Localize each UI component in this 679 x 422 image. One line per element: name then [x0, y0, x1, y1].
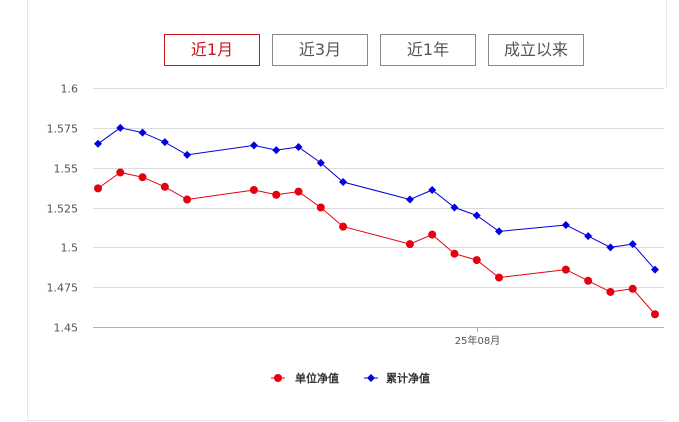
data-point[interactable] [316, 158, 325, 167]
chart-series [94, 123, 659, 319]
series-line [97, 171, 656, 315]
chart-panel [27, 0, 667, 421]
data-point[interactable] [428, 185, 437, 194]
data-point[interactable] [472, 256, 481, 265]
data-point[interactable] [495, 227, 504, 236]
data-point[interactable] [294, 187, 303, 196]
tab-1-year[interactable]: 近1年 [380, 34, 476, 66]
data-point[interactable] [405, 240, 414, 249]
data-point[interactable] [183, 150, 192, 159]
y-tick-label: 1.6 [61, 83, 79, 96]
legend-swatch-marker [274, 374, 282, 382]
data-point[interactable] [138, 173, 147, 182]
data-point[interactable] [428, 230, 437, 239]
data-point[interactable] [628, 240, 637, 249]
data-point[interactable] [450, 249, 459, 258]
data-point[interactable] [495, 273, 504, 282]
y-tick-label: 1.575 [47, 123, 79, 136]
data-point[interactable] [272, 146, 281, 155]
x-tick-label: 25年08月 [455, 334, 500, 347]
data-point[interactable] [606, 287, 615, 296]
data-point[interactable] [294, 142, 303, 151]
data-point[interactable] [160, 182, 169, 191]
series-line [97, 127, 656, 270]
y-tick-label: 1.475 [47, 282, 79, 295]
data-point[interactable] [116, 123, 125, 132]
data-point[interactable] [651, 265, 659, 274]
data-point[interactable] [628, 284, 637, 293]
data-point[interactable] [316, 203, 325, 212]
data-point[interactable] [450, 203, 459, 212]
panel-divider [666, 0, 667, 88]
tab-since-inception[interactable]: 成立以来 [488, 34, 584, 66]
y-axis: 1.45 1.475 1.5 1.525 1.55 1.575 1.6 [47, 83, 79, 335]
data-point[interactable] [138, 128, 147, 137]
data-point[interactable] [561, 265, 570, 274]
y-tick-label: 1.5 [61, 242, 79, 255]
data-point[interactable] [116, 168, 125, 177]
legend-swatch-marker [367, 374, 375, 382]
data-point[interactable] [249, 141, 258, 150]
y-tick-label: 1.525 [47, 203, 79, 216]
tab-1-month[interactable]: 近1月 [164, 34, 260, 66]
x-axis: 25年08月 [455, 327, 500, 347]
data-point[interactable] [160, 138, 169, 147]
data-point[interactable] [94, 139, 102, 148]
data-point[interactable] [606, 243, 615, 252]
legend-item[interactable]: 单位净值 [271, 371, 339, 385]
tab-3-months[interactable]: 近3月 [272, 34, 368, 66]
data-point[interactable] [472, 211, 481, 220]
data-point[interactable] [183, 195, 192, 204]
data-point[interactable] [272, 190, 281, 199]
series-cumulative-nav [94, 123, 659, 274]
legend-label: 累计净值 [386, 371, 430, 385]
y-tick-label: 1.55 [54, 163, 79, 176]
data-point[interactable] [249, 185, 258, 194]
legend-item[interactable]: 累计净值 [364, 371, 430, 385]
data-point[interactable] [561, 221, 570, 230]
data-point[interactable] [651, 310, 659, 319]
y-tick-label: 1.45 [54, 322, 79, 335]
data-point[interactable] [339, 222, 348, 231]
data-point[interactable] [94, 184, 102, 193]
data-point[interactable] [584, 276, 593, 285]
data-point[interactable] [584, 232, 593, 241]
legend-label: 单位净值 [295, 371, 339, 385]
chart-grid [93, 88, 664, 328]
data-point[interactable] [405, 195, 414, 204]
series-unit-nav [94, 168, 659, 319]
data-point[interactable] [339, 178, 348, 187]
chart-legend[interactable]: 单位净值 累计净值 [271, 371, 430, 385]
